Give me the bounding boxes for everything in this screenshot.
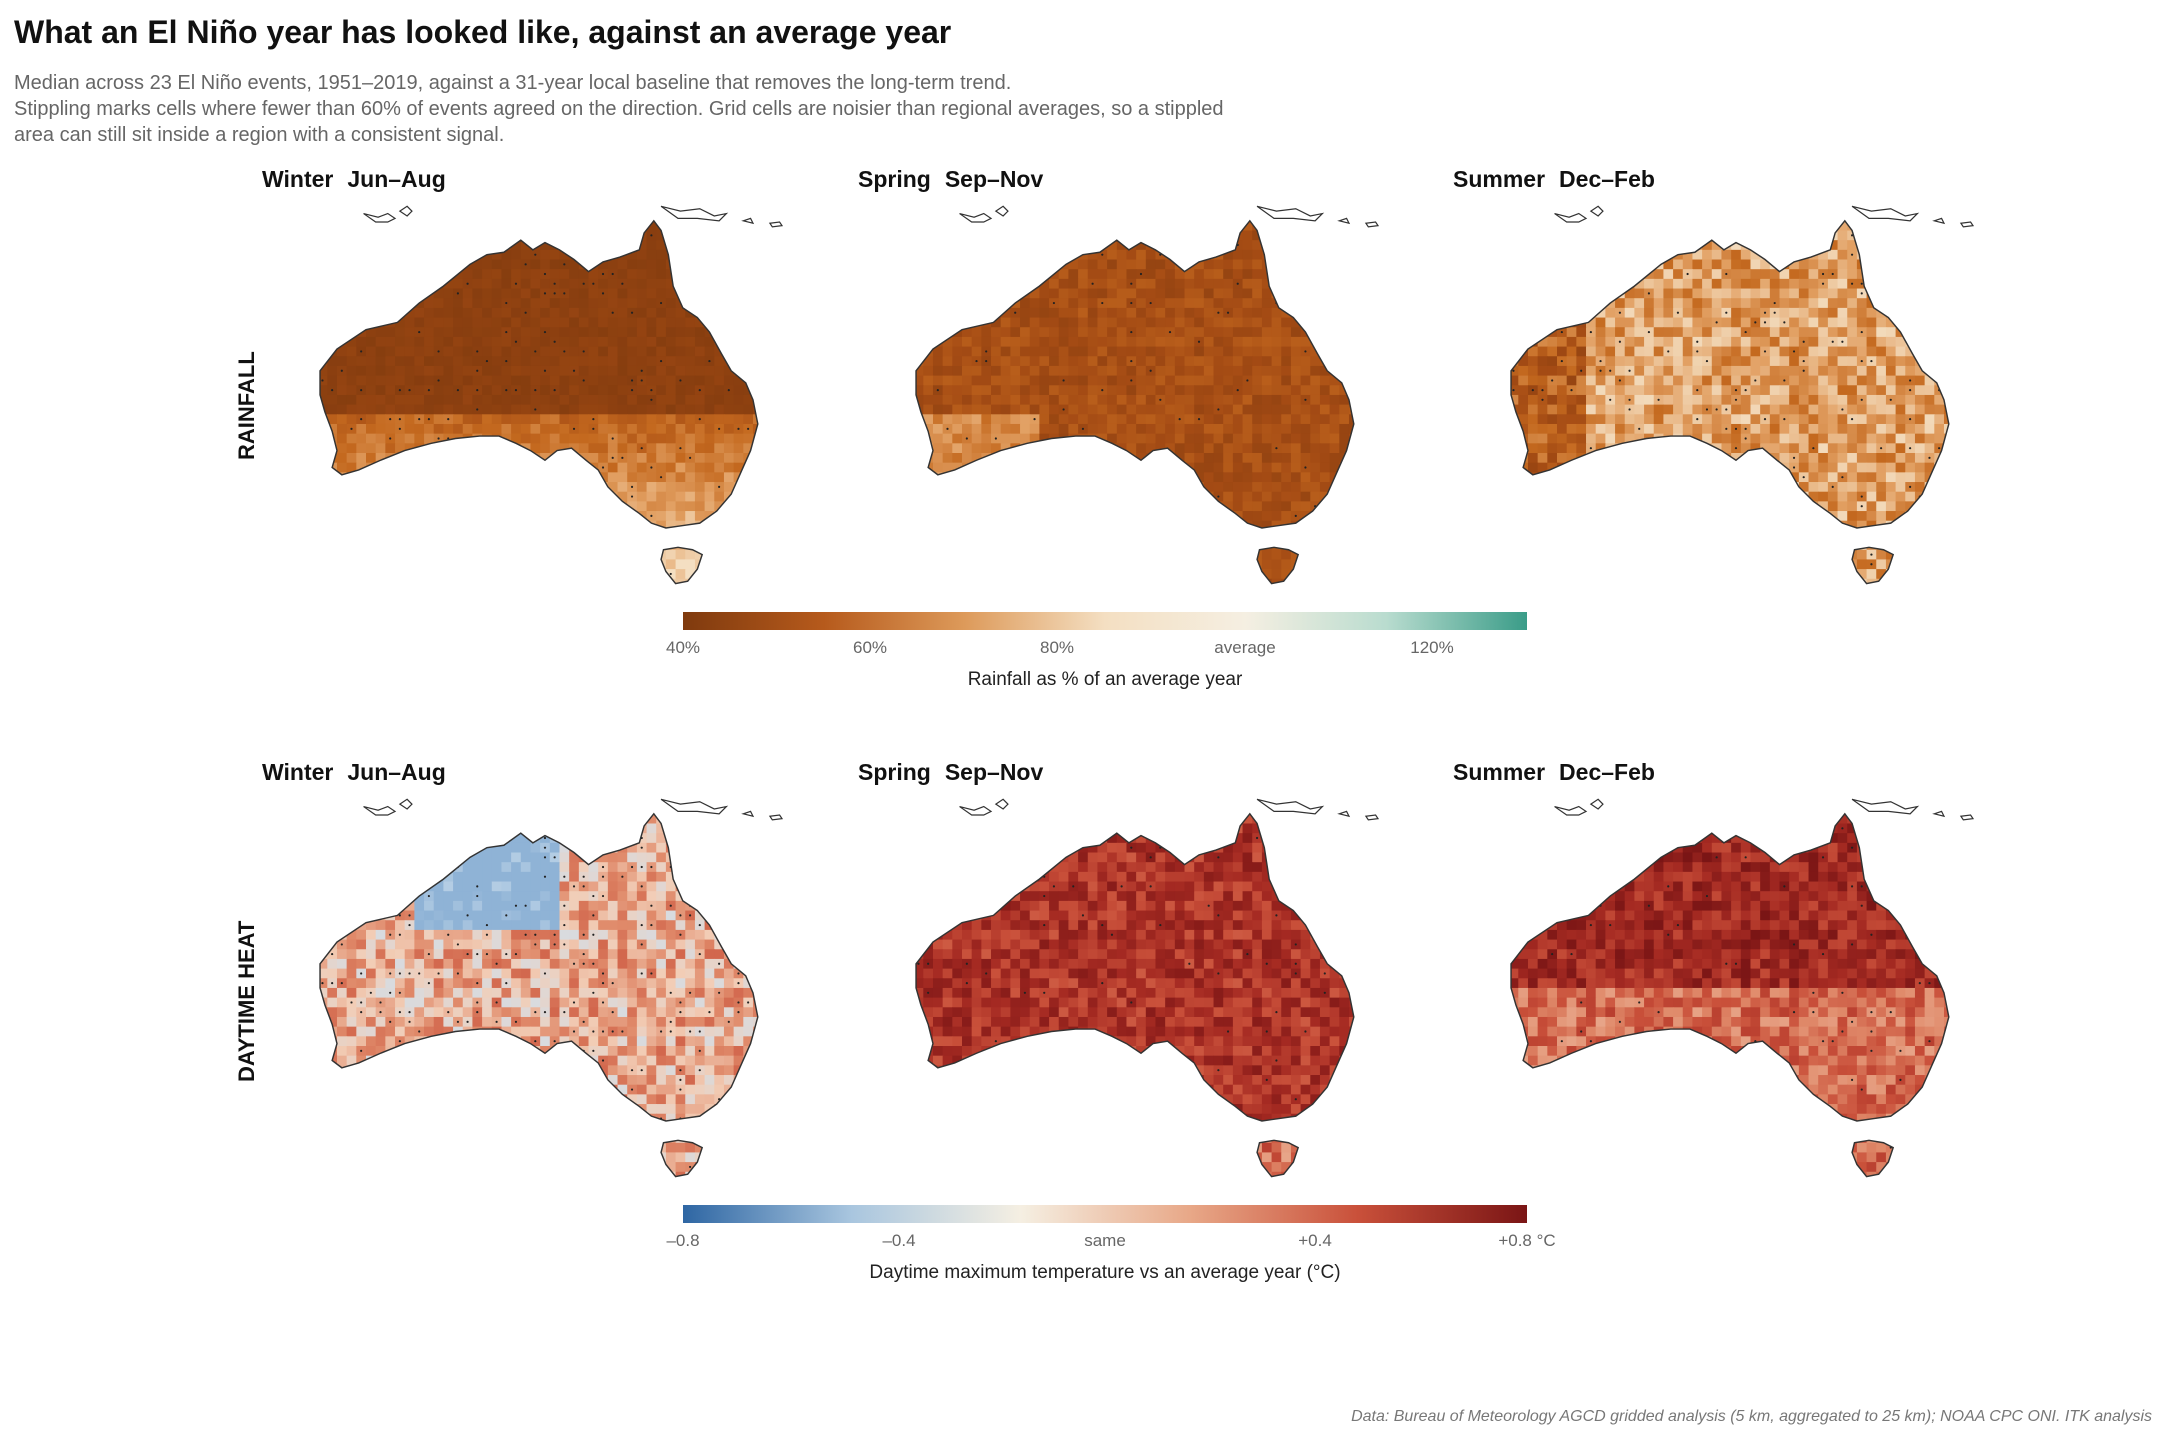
tasmania-outline [660, 1139, 704, 1178]
chart-subtitle: Median across 23 El Niño events, 1951–20… [14, 70, 1414, 148]
island-outline [363, 805, 397, 816]
rainfall-colorbar-label: Rainfall as % of an average year [967, 669, 1243, 690]
mainland-outline [319, 219, 759, 529]
panel-heat-summer: Summer Dec–Feb [1453, 759, 1975, 1199]
panel-title: Winter Jun–Aug [262, 759, 446, 785]
cb-tick: –0.8 [666, 1231, 700, 1250]
panel-title: Spring Sep–Nov [858, 759, 1044, 785]
island-outline [994, 798, 1009, 810]
island-outline [1959, 814, 1975, 821]
mainland-outline [915, 219, 1355, 529]
tasmania-outline [660, 546, 704, 585]
island-outline [398, 798, 413, 810]
row-label-heat: DAYTIME HEAT [234, 920, 259, 1082]
map-field [916, 220, 1354, 584]
island-outline [1256, 798, 1325, 815]
map-field [1511, 813, 1949, 1177]
tasmania-outline [1851, 1139, 1895, 1178]
map-heat-winter [319, 798, 784, 1178]
mainland-outline [915, 812, 1355, 1122]
island-outline [660, 205, 729, 222]
rainfall-colorbar-ticks: 40% 60% 80% average 120% [666, 638, 1583, 660]
mainland-outline [319, 812, 759, 1122]
mainland-outline [1510, 812, 1950, 1122]
heat-colorbar-label: Daytime maximum temperature vs an averag… [869, 1262, 1341, 1283]
map-field [320, 220, 758, 584]
map-field [916, 813, 1354, 1177]
map-heat-summer [1510, 798, 1975, 1178]
panel-heat-spring: Spring Sep–Nov [858, 759, 1380, 1199]
island-outline [1959, 221, 1975, 228]
cb-tick: 120% [1410, 638, 1454, 657]
map-field [320, 813, 758, 1177]
heat-colorbar [683, 1205, 1527, 1223]
map-field [1511, 220, 1949, 584]
subtitle-line: Stippling marks cells where fewer than 6… [14, 98, 1224, 120]
row-label-rainfall: RAINFALL [234, 351, 259, 460]
tasmania-outline [1851, 546, 1895, 585]
island-outline [741, 217, 755, 225]
island-outline [1554, 805, 1588, 816]
island-outline [1851, 798, 1920, 815]
rainfall-colorbar [683, 612, 1527, 630]
island-outline [1337, 810, 1351, 818]
map-heat-spring [915, 798, 1380, 1178]
mainland-outline [1510, 219, 1950, 529]
island-outline [1256, 205, 1325, 222]
cb-tick: average [1214, 638, 1276, 657]
island-outline [1589, 798, 1604, 810]
cb-tick: +0.4 [1298, 1231, 1332, 1250]
island-outline [363, 212, 397, 223]
island-outline [768, 221, 784, 228]
tasmania-outline [1256, 1139, 1300, 1178]
panel-title: Winter Jun–Aug [262, 166, 446, 192]
island-outline [398, 205, 413, 217]
panel-title: Summer Dec–Feb [1453, 166, 1655, 192]
island-outline [994, 205, 1009, 217]
map-rainfall-spring [915, 205, 1380, 585]
cb-tick: 80% [1039, 638, 1075, 657]
chart-title: What an El Niño year has looked like, ag… [14, 14, 952, 50]
island-outline [1932, 217, 1946, 225]
panel-rainfall-summer: Summer Dec–Feb [1453, 166, 1975, 606]
panel-heat-winter: Winter Jun–Aug [262, 759, 784, 1199]
cb-tick: same [1084, 1231, 1126, 1250]
map-rainfall-winter [319, 205, 784, 585]
cb-tick: –0.4 [882, 1231, 916, 1250]
island-outline [1337, 217, 1351, 225]
island-outline [1364, 221, 1380, 228]
cb-tick: 60% [852, 638, 888, 657]
island-outline [1589, 205, 1604, 217]
island-outline [1364, 814, 1380, 821]
heat-colorbar-ticks: –0.8 –0.4 same +0.4 +0.8 °C [666, 1231, 1583, 1253]
cb-tick: +0.8 °C [1498, 1231, 1556, 1250]
panel-rainfall-winter: Winter Jun–Aug [262, 166, 784, 606]
island-outline [741, 810, 755, 818]
island-outline [768, 814, 784, 821]
island-outline [1851, 205, 1920, 222]
subtitle-line: Median across 23 El Niño events, 1951–20… [14, 72, 1012, 94]
map-rainfall-summer [1510, 205, 1975, 585]
island-outline [660, 798, 729, 815]
panel-title: Summer Dec–Feb [1453, 759, 1655, 785]
island-outline [959, 212, 993, 223]
panel-rainfall-spring: Spring Sep–Nov [858, 166, 1380, 606]
panel-title: Spring Sep–Nov [858, 166, 1044, 192]
source-note: Data: Bureau of Meteorology AGCD gridded… [1351, 1408, 2152, 1425]
cb-tick: 40% [665, 638, 701, 657]
island-outline [1932, 810, 1946, 818]
subtitle-line: area can still sit inside a region with … [14, 124, 505, 146]
island-outline [1554, 212, 1588, 223]
tasmania-outline [1256, 546, 1300, 585]
island-outline [959, 805, 993, 816]
